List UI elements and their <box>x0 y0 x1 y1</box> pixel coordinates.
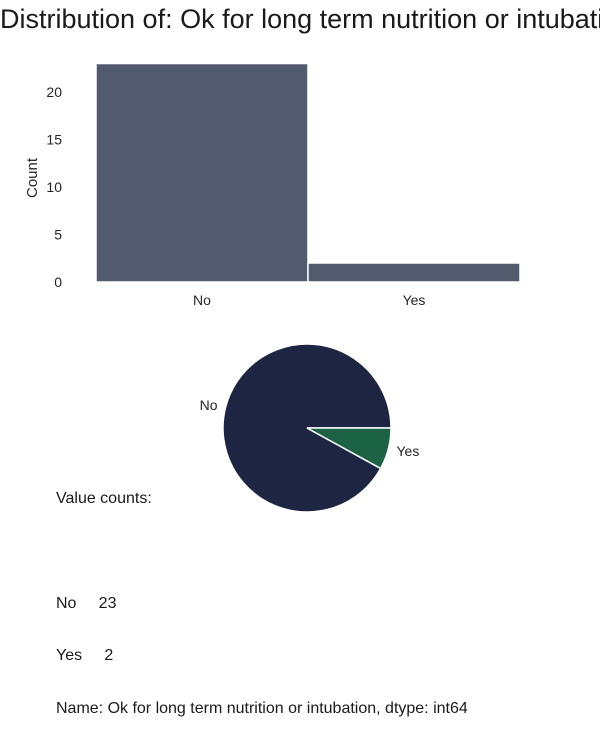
value-counts-row-no: No 23 <box>56 594 117 612</box>
y-tick-label: 5 <box>54 227 62 243</box>
y-axis-label: Count <box>24 157 41 198</box>
x-tick-label-yes: Yes <box>403 292 426 308</box>
bar-chart: No Yes 0 5 10 15 20 Count <box>24 62 521 308</box>
bar-yes <box>307 262 521 283</box>
pie-chart: No Yes <box>200 343 419 513</box>
bar-no <box>95 62 309 283</box>
y-tick-label: 0 <box>54 274 62 290</box>
pie-label-no: No <box>200 397 218 413</box>
y-tick-label: 20 <box>46 84 62 100</box>
value-counts-footer: Name: Ok for long term nutrition or intu… <box>56 699 468 717</box>
y-tick-label: 15 <box>46 132 62 148</box>
value-counts-heading: Value counts: <box>56 490 152 507</box>
pie-label-yes: Yes <box>396 443 419 459</box>
value-counts-text: Value counts: No 23 Yes 2 Name: Ok for l… <box>56 455 468 735</box>
chart-figure: No Yes 0 5 10 15 20 Count No Yes <box>24 62 521 513</box>
value-counts-row-yes: Yes 2 <box>56 647 114 664</box>
x-tick-label-no: No <box>193 292 211 308</box>
chart-title: Distribution of: Ok for long term nutrit… <box>0 4 600 34</box>
y-tick-label: 10 <box>46 179 62 195</box>
pie-slice-yes <box>306 427 392 470</box>
